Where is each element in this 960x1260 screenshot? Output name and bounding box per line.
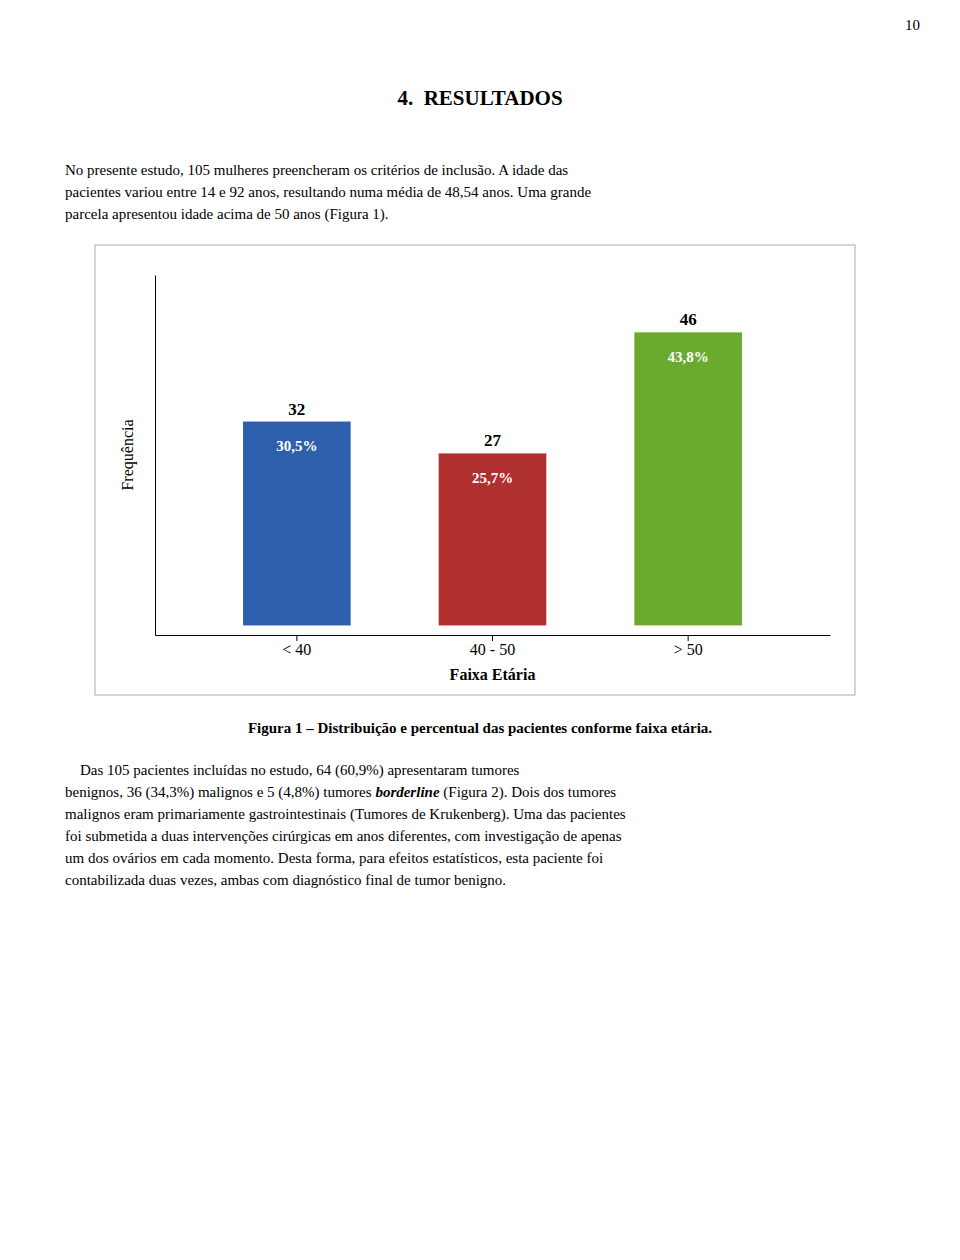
x-tick-label: 40 - 50 (470, 641, 515, 658)
bars (243, 332, 742, 625)
paragraph-line: um dos ovários em cada momento. Desta fo… (65, 850, 603, 866)
y-axis-title: Frequência (119, 419, 137, 490)
percentage-label: 30,5% (276, 438, 317, 454)
paragraph-line: pacientes variou entre 14 e 92 anos, res… (65, 184, 591, 200)
data-labels: 32 27 46 30,5% 25,7% 43,8% (276, 310, 709, 485)
paragraph-text: contabilizada duas vezes, ambas com diag… (65, 872, 506, 888)
page: 10 4. RESULTADOS No presente estudo, 105 m… (0, 0, 960, 1260)
paragraph-line: malignos eram primariamente gastrointest… (65, 806, 626, 823)
percentage-label: 25,7% (472, 470, 513, 486)
x-axis-title: Faixa Etária (450, 666, 536, 683)
x-axis: < 40 40 - 50 > 50 (156, 635, 831, 658)
page-background (0, 0, 960, 1260)
chart-frame (95, 245, 855, 695)
emphasis: borderline (375, 784, 440, 800)
x-tick-label: < 40 (282, 641, 311, 658)
figure-caption: Figura 1 – Distribuição e percentual das… (248, 720, 712, 736)
x-tick-label: > 50 (674, 641, 703, 658)
x-tick-mark (688, 635, 689, 641)
paragraph-line: contabilizada duas vezes, ambas com diag… (65, 872, 506, 888)
data-label: 46 (680, 310, 697, 329)
percentage-label: 43,8% (668, 349, 709, 365)
page-number: 10 (905, 17, 920, 33)
paragraph-line: benignos, 36 (34,3%) malignos e 5 (4,8%)… (65, 784, 616, 801)
y-axis (155, 276, 156, 636)
paragraph-line: No presente estudo, 105 mulheres preench… (65, 162, 568, 178)
paragraph-text: (Figura 2). Dois dos tumores (440, 784, 617, 801)
paragraph-line: foi submetida a duas intervenções cirúrg… (65, 828, 622, 844)
y-axis-line (155, 276, 156, 636)
data-label: 27 (484, 431, 502, 450)
paragraph-line: Das 105 pacientes incluídas no estudo, 6… (65, 762, 520, 779)
bar (634, 332, 742, 625)
section-title: 4. RESULTADOS (397, 86, 562, 110)
x-tick: 40 - 50 (470, 635, 515, 658)
paragraph-text: um dos ovários em cada momento. Desta fo… (65, 850, 603, 866)
bar (439, 453, 547, 625)
data-label: 32 (288, 400, 305, 419)
paragraph-text: Das 105 pacientes incluídas no estudo, 6… (65, 762, 520, 779)
paragraph-text: benignos, 36 (34,3%) malignos e 5 (4,8%)… (65, 784, 375, 801)
bar (243, 422, 351, 626)
paragraph-text: foi submetida a duas intervenções cirúrg… (65, 828, 622, 844)
chart: < 40 40 - 50 > 50 Faixa Etária Frequência 32 2… (119, 276, 831, 684)
x-tick-mark (492, 635, 493, 641)
paragraph-line: parcela apresentou idade acima de 50 ano… (65, 206, 389, 223)
x-tick-mark (296, 635, 297, 641)
x-tick: > 50 (674, 635, 703, 658)
x-tick: < 40 (282, 635, 311, 658)
paragraph-text: malignos eram primariamente gastrointest… (65, 806, 626, 823)
